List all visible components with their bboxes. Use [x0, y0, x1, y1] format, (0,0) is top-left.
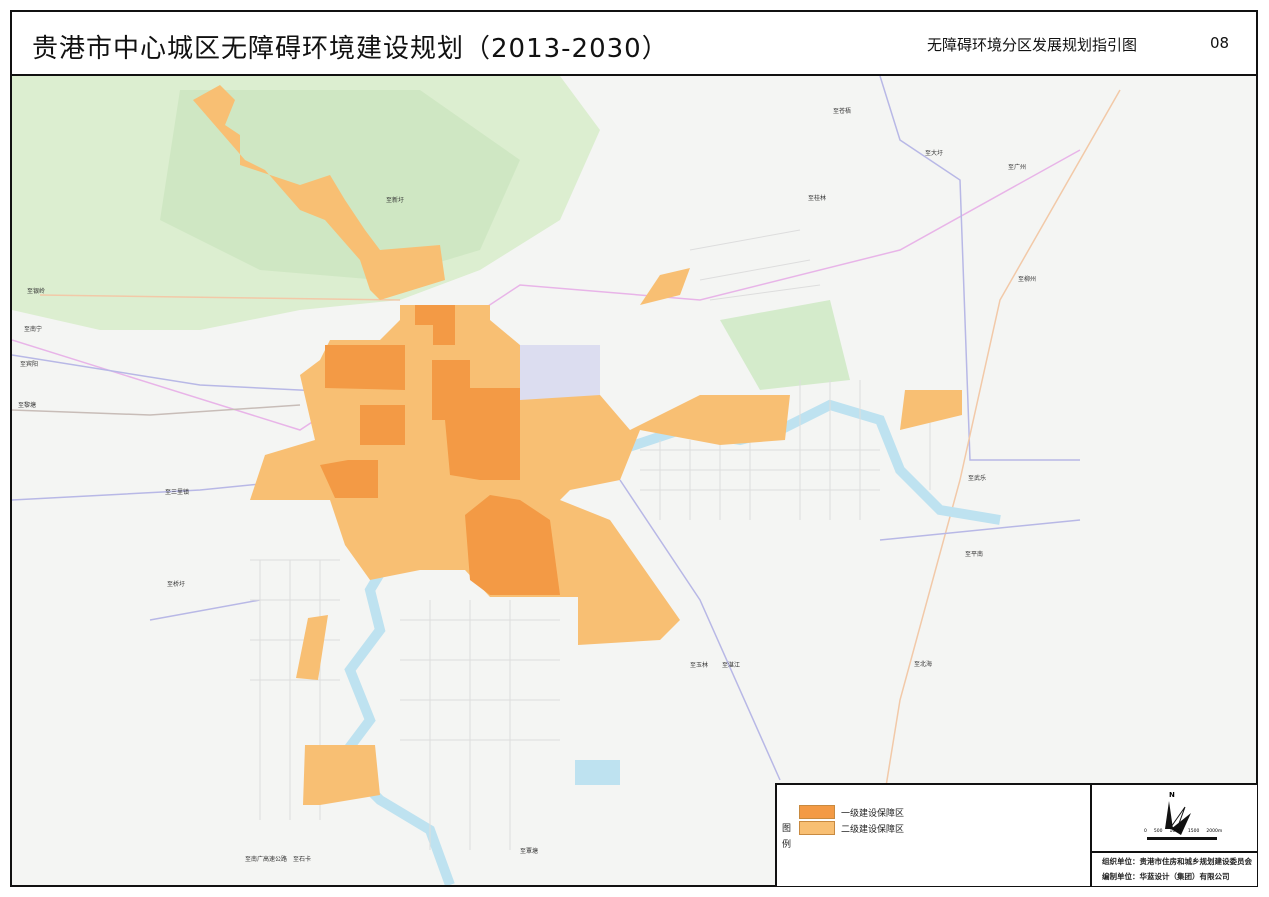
legend-label-level1: 一级建设保障区 — [841, 809, 905, 819]
level1-zone — [465, 495, 560, 595]
place-label: 至玉林 — [690, 662, 709, 669]
map-frame — [10, 10, 1258, 887]
level1-zones — [320, 305, 560, 595]
level1-zone — [432, 360, 520, 480]
place-label: 至柳州 — [1018, 276, 1037, 283]
scale-tick: 500 — [1153, 829, 1163, 834]
hill-area — [720, 300, 850, 390]
title-bar: 贵港市中心城区无障碍环境建设规划（2013-2030） 无障碍环境分区发展规划指… — [12, 12, 1256, 76]
lake — [575, 760, 620, 785]
scale-bar — [1147, 837, 1217, 840]
place-label: 至石卡 — [293, 856, 312, 863]
scale-tick: 2000m — [1206, 829, 1223, 834]
sheet-number: 08 — [1210, 34, 1230, 52]
scale-ticks: 0 500 1000 1500 2000m — [1144, 829, 1222, 834]
legend-label-level2: 二级建设保障区 — [841, 825, 905, 835]
place-label: 至三里镇 — [165, 489, 190, 496]
north-label: N — [1169, 791, 1175, 799]
place-label: 至南广高速公路 — [245, 856, 288, 863]
level2-zone — [193, 85, 445, 300]
place-label: 至银岭 — [27, 288, 46, 295]
urban-grid — [250, 229, 931, 850]
scale-tick: 1500 — [1187, 829, 1200, 834]
place-label: 至覃塘 — [520, 848, 539, 855]
place-label: 至桂林 — [808, 195, 827, 202]
scale-tick: 1000 — [1169, 829, 1181, 834]
level2-zone — [303, 745, 380, 805]
place-label: 至大圩 — [925, 150, 944, 157]
place-label: 至新圩 — [386, 197, 405, 204]
level2-zone — [900, 390, 962, 430]
place-label: 至湛江 — [722, 662, 741, 669]
organizer-credit: 组织单位：贵港市住房和城乡规划建设委员会 — [1102, 857, 1252, 866]
map-canvas — [12, 76, 1256, 885]
legend-panel: 图例 一级建设保障区 二级建设保障区 N 0 500 1000 1500 2000m 组… — [775, 783, 1258, 886]
industrial-area — [520, 345, 600, 405]
compiler-credit: 编制单位：华蓝设计（集团）有限公司 — [1102, 872, 1230, 881]
place-label: 至黎塘 — [18, 402, 37, 409]
level1-zone — [360, 405, 405, 445]
level2-zone — [296, 615, 328, 680]
level1-zone — [325, 345, 405, 390]
hill-area — [160, 90, 520, 280]
legend-divider — [1090, 785, 1092, 886]
place-label: 至北海 — [914, 661, 933, 668]
credits-divider — [1092, 851, 1258, 853]
scale-tick: 0 — [1144, 829, 1147, 834]
legend-heading: 图例 — [782, 824, 792, 850]
map-subtitle: 无障碍环境分区发展规划指引图 — [927, 36, 1138, 54]
place-label: 至武乐 — [968, 475, 987, 482]
map-title: 贵港市中心城区无障碍环境建设规划（2013-2030） — [32, 34, 669, 64]
place-label: 至苍梧 — [833, 108, 852, 115]
place-label: 至南宁 — [24, 326, 43, 333]
place-label: 至宾阳 — [20, 361, 39, 368]
level1-zone — [415, 305, 455, 345]
place-label: 至广州 — [1008, 164, 1027, 171]
level1-zone — [320, 460, 378, 498]
place-label: 至平南 — [965, 551, 984, 558]
level2-zone — [640, 268, 690, 305]
legend-swatch-level2 — [799, 821, 835, 835]
legend-swatch-level1 — [799, 805, 835, 819]
place-label: 至桥圩 — [167, 581, 186, 588]
north-arrow-icon — [1165, 801, 1191, 835]
